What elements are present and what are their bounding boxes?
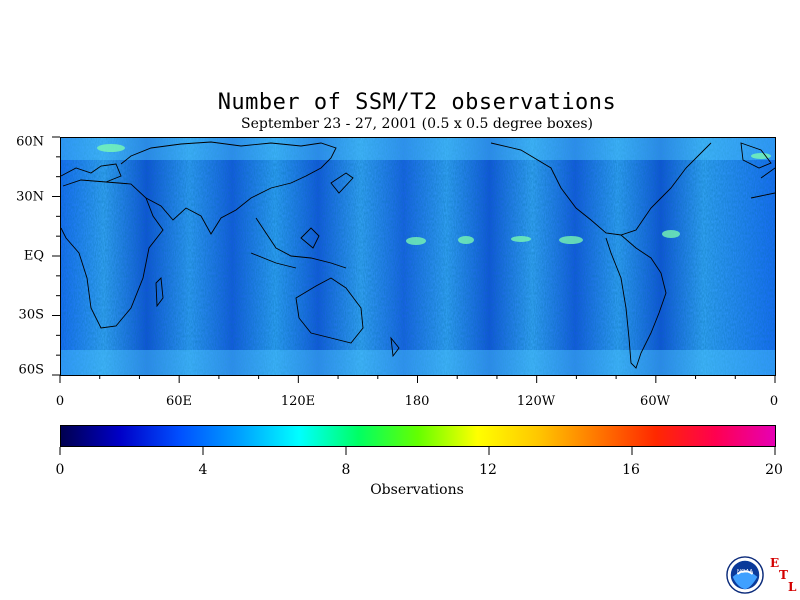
- map-noise: [61, 138, 775, 375]
- lon-label-60e: 60E: [165, 394, 193, 409]
- lat-label-30n: 30N: [16, 189, 44, 205]
- page-subtitle: September 23 - 27, 2001 (0.5 x 0.5 degre…: [240, 116, 594, 132]
- lon-label-120w: 120W: [516, 394, 556, 409]
- observation-map: [60, 137, 776, 376]
- lat-label-60s: 60S: [18, 362, 44, 378]
- etl-letter-e: E: [770, 556, 780, 570]
- etl-letter-l: L: [788, 580, 797, 594]
- lon-label-120e: 120E: [280, 394, 316, 409]
- noaa-logo-icon: NOAA: [726, 556, 764, 594]
- lon-label-180: 180: [404, 394, 430, 409]
- north-highlat-band: [61, 138, 775, 160]
- lon-label-0: 0: [55, 394, 65, 409]
- colorbar-tick-20: 20: [765, 462, 783, 478]
- lat-label-30s: 30S: [18, 307, 44, 323]
- colorbar-title: Observations: [370, 482, 464, 498]
- colorbar-tick-4: 4: [198, 462, 208, 478]
- equatorial-high-count-spots: [97, 144, 771, 245]
- etl-letter-t: T: [779, 568, 788, 582]
- colorbar-tick-12: 12: [479, 462, 497, 478]
- colorbar-tick-8: 8: [341, 462, 351, 478]
- colorbar-tick-16: 16: [622, 462, 640, 478]
- colorbar-tick-0: 0: [55, 462, 65, 478]
- page-title: Number of SSM/T2 observations: [217, 90, 617, 115]
- lat-label-60n: 60N: [16, 134, 44, 150]
- coastlines: [61, 141, 775, 369]
- lat-label-eq: EQ: [23, 248, 44, 264]
- colorbar: [60, 425, 776, 447]
- lon-label-60w: 60W: [640, 394, 670, 409]
- lon-label-0-end: 0: [769, 394, 779, 409]
- noaa-logo-text: NOAA: [737, 569, 753, 575]
- south-highlat-band: [61, 350, 775, 375]
